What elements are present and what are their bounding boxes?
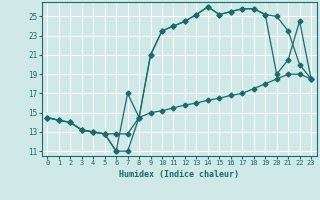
- X-axis label: Humidex (Indice chaleur): Humidex (Indice chaleur): [119, 170, 239, 179]
